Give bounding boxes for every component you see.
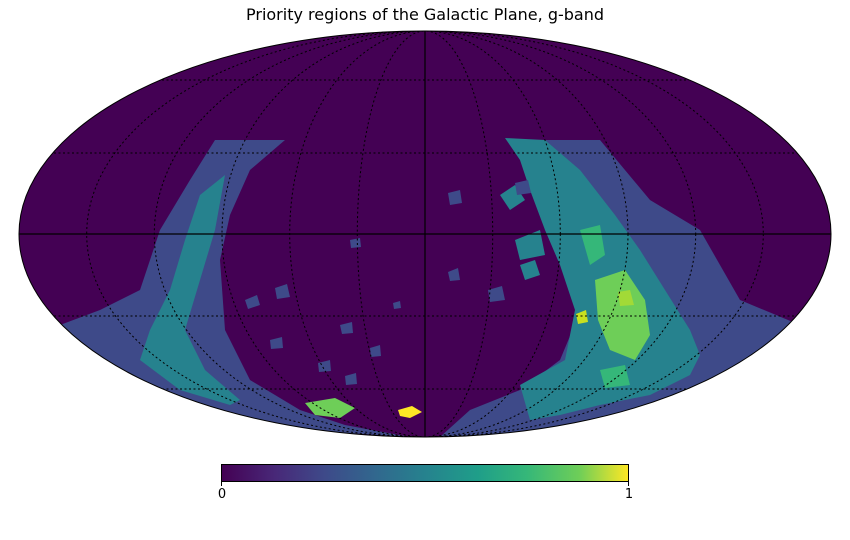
patch-13	[393, 301, 401, 309]
patch-11	[488, 286, 505, 302]
colorbar-max-label: 1	[624, 487, 634, 502]
patch-2	[275, 284, 290, 299]
patch-9	[448, 268, 460, 281]
patch-4	[340, 322, 353, 334]
region-green-east-3	[600, 365, 630, 388]
region-green-east	[595, 270, 650, 360]
patch-12	[515, 180, 531, 195]
region-yellow-south	[398, 406, 422, 418]
region-teal-patch-2	[515, 230, 545, 260]
colorbar-min-label: 0	[217, 487, 227, 502]
colorbar-min-tick	[221, 482, 222, 486]
map-border	[18, 30, 832, 438]
patch-8	[350, 238, 361, 248]
region-teal-patch-3	[520, 260, 540, 280]
region-green-south-1	[305, 398, 355, 418]
region-yellow-east	[576, 310, 588, 324]
map-title: Priority regions of the Galactic Plane, …	[246, 5, 604, 24]
patch-10	[448, 190, 462, 205]
region-teal-west	[140, 175, 240, 405]
patch-6	[318, 360, 331, 372]
colorbar	[221, 464, 629, 482]
colorbar-max-tick	[628, 482, 629, 486]
region-yellow-east-2	[618, 290, 634, 306]
patch-3	[270, 337, 283, 349]
patch-7	[345, 373, 357, 385]
patch-5	[370, 345, 381, 357]
patch-1	[245, 295, 260, 309]
region-green-east-2	[580, 225, 605, 265]
